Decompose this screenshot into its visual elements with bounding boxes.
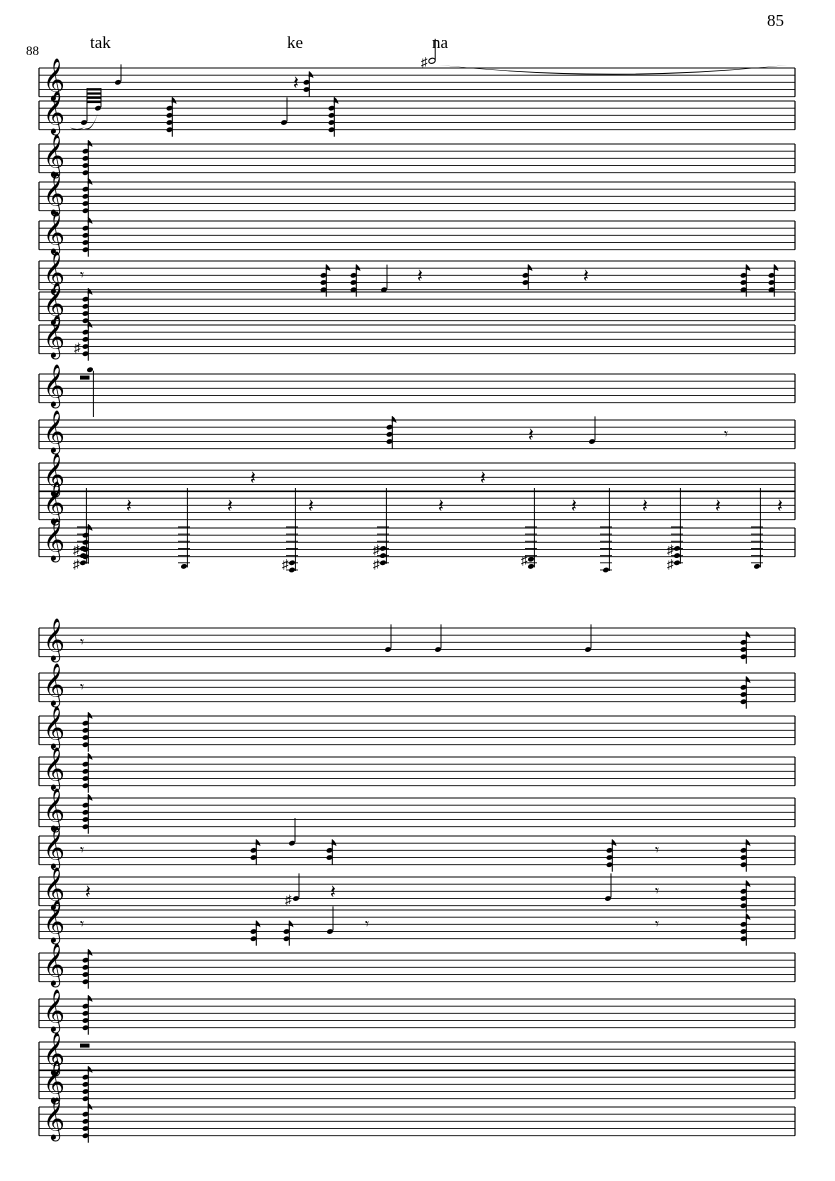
svg-text:𝄽: 𝄽 <box>126 496 132 517</box>
svg-text:na: na <box>432 33 449 52</box>
svg-text:𝄞: 𝄞 <box>43 518 65 563</box>
svg-text:𝄽: 𝄽 <box>715 496 721 517</box>
svg-text:𝄾: 𝄾 <box>80 916 84 933</box>
svg-text:𝄽: 𝄽 <box>250 468 256 489</box>
svg-text:𝄾: 𝄾 <box>655 883 659 900</box>
svg-text:𝄞: 𝄞 <box>43 663 65 708</box>
svg-text:♯: ♯ <box>282 556 289 571</box>
svg-text:𝄞: 𝄞 <box>43 1097 65 1142</box>
svg-text:𝄽: 𝄽 <box>438 496 444 517</box>
svg-text:𝄾: 𝄾 <box>80 842 84 859</box>
svg-text:𝄽: 𝄽 <box>480 468 486 489</box>
svg-text:𝄽: 𝄽 <box>583 266 589 287</box>
svg-text:𝄽: 𝄽 <box>777 496 783 517</box>
svg-text:𝄞: 𝄞 <box>43 989 65 1034</box>
svg-text:𝄾: 𝄾 <box>80 267 84 284</box>
svg-text:𝄞: 𝄞 <box>43 826 65 871</box>
svg-text:𝄞: 𝄞 <box>43 747 65 792</box>
svg-text:𝄽: 𝄽 <box>330 882 336 903</box>
svg-text:88: 88 <box>26 43 39 58</box>
svg-text:♯: ♯ <box>667 542 674 557</box>
svg-text:♯: ♯ <box>74 340 81 355</box>
svg-text:♯: ♯ <box>421 54 428 69</box>
svg-text:𝄾: 𝄾 <box>655 916 659 933</box>
svg-text:𝄽: 𝄽 <box>642 496 648 517</box>
svg-text:♯: ♯ <box>73 542 80 557</box>
svg-text:♯: ♯ <box>373 556 380 571</box>
svg-text:ke: ke <box>287 33 303 52</box>
svg-text:𝄞: 𝄞 <box>43 900 65 945</box>
svg-text:𝄽: 𝄽 <box>308 496 314 517</box>
svg-text:𝄞: 𝄞 <box>43 211 65 256</box>
svg-text:𝄽: 𝄽 <box>417 266 423 287</box>
svg-text:♯: ♯ <box>285 892 292 907</box>
svg-text:𝄾: 𝄾 <box>80 679 84 696</box>
svg-text:𝄞: 𝄞 <box>43 315 65 360</box>
svg-text:𝄞: 𝄞 <box>43 943 65 988</box>
svg-text:𝄽: 𝄽 <box>227 496 233 517</box>
svg-text:𝄾: 𝄾 <box>724 426 728 443</box>
svg-text:𝄞: 𝄞 <box>43 91 65 136</box>
svg-text:♯: ♯ <box>73 556 80 571</box>
svg-text:𝄾: 𝄾 <box>365 916 369 933</box>
svg-text:𝄾: 𝄾 <box>80 634 84 651</box>
svg-text:𝄞: 𝄞 <box>43 172 65 217</box>
svg-text:♯: ♯ <box>373 542 380 557</box>
svg-text:85: 85 <box>767 11 784 30</box>
svg-text:♯: ♯ <box>667 556 674 571</box>
svg-text:𝄞: 𝄞 <box>43 410 65 455</box>
svg-text:𝄞: 𝄞 <box>43 706 65 751</box>
svg-text:𝄽: 𝄽 <box>85 882 91 903</box>
svg-text:𝄽: 𝄽 <box>528 425 534 446</box>
svg-text:𝄞: 𝄞 <box>43 618 65 663</box>
svg-text:𝄽: 𝄽 <box>571 496 577 517</box>
svg-text:𝄽: 𝄽 <box>293 73 299 94</box>
svg-text:tak: tak <box>90 33 111 52</box>
svg-text:𝄾: 𝄾 <box>655 842 659 859</box>
svg-text:♯: ♯ <box>521 553 528 568</box>
svg-text:𝄞: 𝄞 <box>43 364 65 409</box>
